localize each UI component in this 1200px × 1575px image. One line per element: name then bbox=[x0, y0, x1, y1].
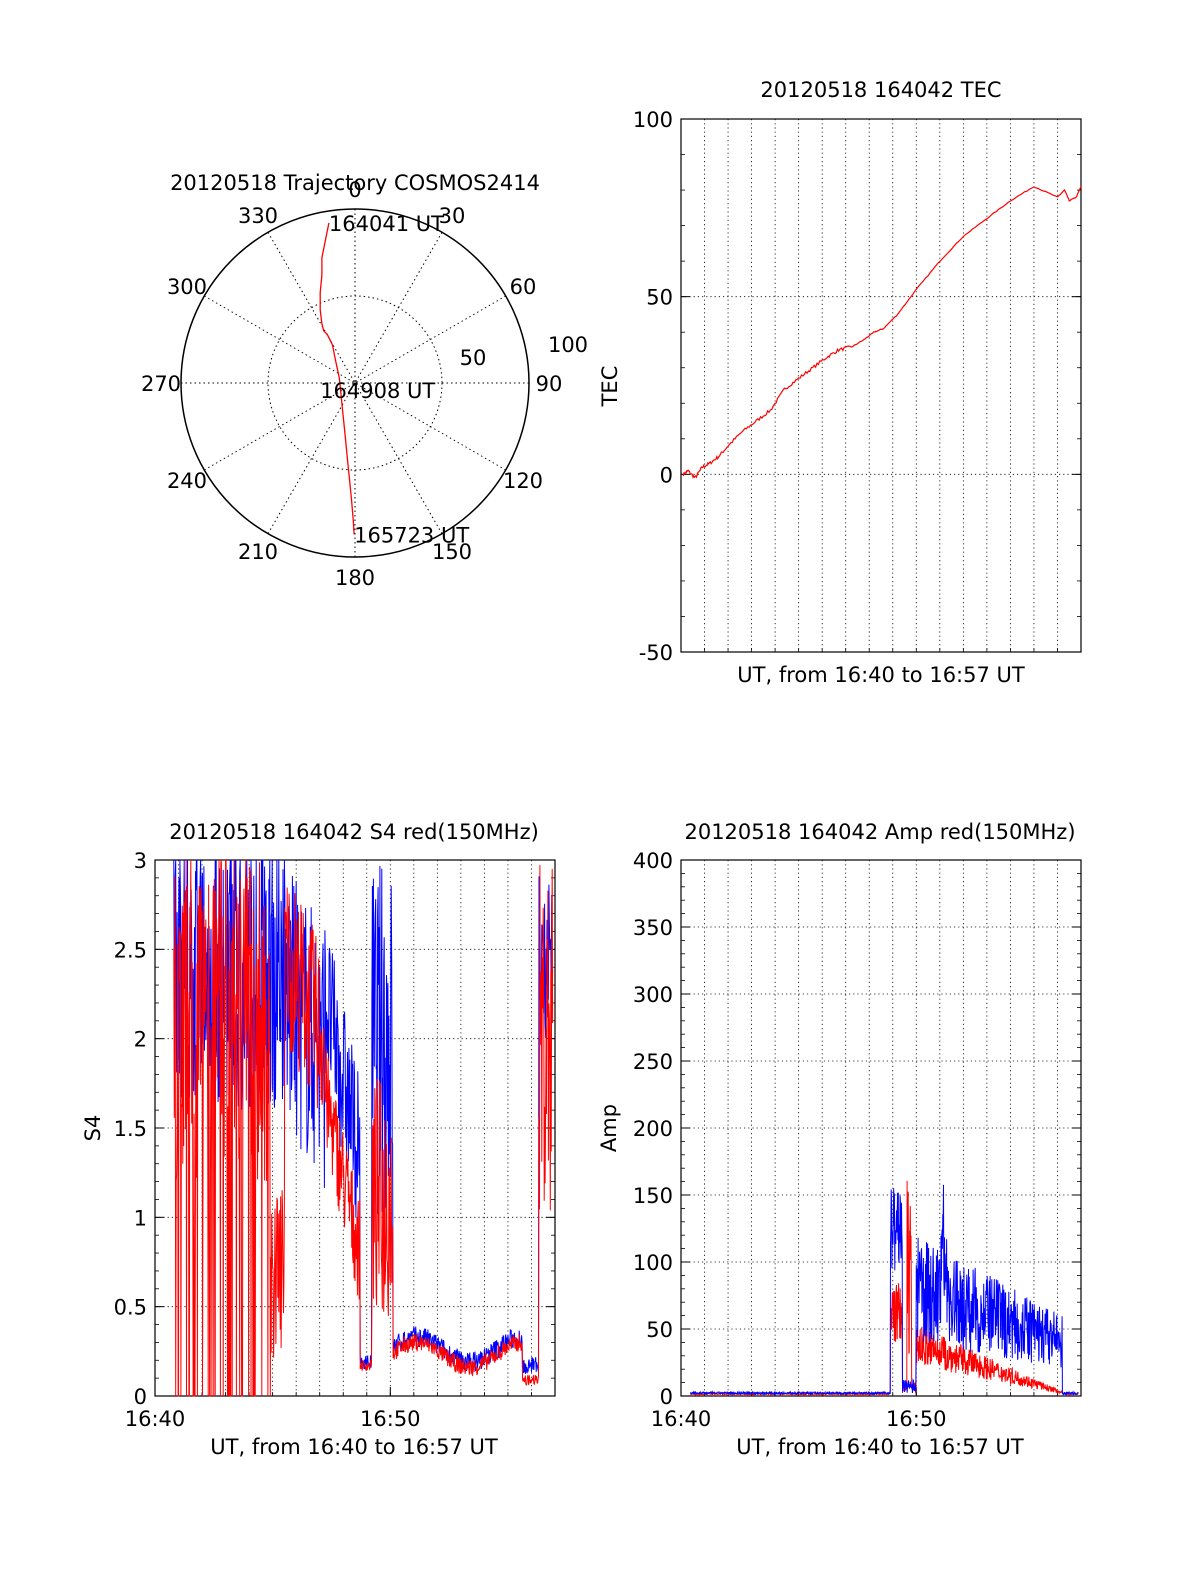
polar-angle-label: 210 bbox=[238, 540, 278, 564]
polar-angle-label: 120 bbox=[503, 469, 543, 493]
y-tick-label: 400 bbox=[633, 849, 673, 873]
y-tick-label: 0.5 bbox=[114, 1296, 147, 1320]
y-tick-label: 150 bbox=[633, 1184, 673, 1208]
polar-track bbox=[319, 222, 355, 535]
polar-angle-label: 330 bbox=[238, 204, 278, 228]
tec-xlabel: UT, from 16:40 to 16:57 UT bbox=[737, 663, 1025, 687]
y-tick-label: 3 bbox=[134, 849, 147, 873]
amp-xlabel: UT, from 16:40 to 16:57 UT bbox=[736, 1435, 1024, 1459]
y-tick-label: 1 bbox=[134, 1206, 147, 1230]
y-tick-label: 2 bbox=[134, 1028, 147, 1052]
y-tick-label: 0 bbox=[660, 1385, 673, 1409]
amp-panel: 20120518 164042 Amp red(150MHz) UT, from… bbox=[597, 820, 1082, 1459]
polar-angle-label: 300 bbox=[167, 275, 207, 299]
y-tick-label: 350 bbox=[633, 916, 673, 940]
y-tick-label: 2.5 bbox=[114, 938, 147, 962]
x-tick-label: 16:40 bbox=[125, 1407, 186, 1431]
tec-ylabel: TEC bbox=[598, 366, 622, 408]
y-tick-label: 300 bbox=[633, 983, 673, 1007]
tec-body-frame bbox=[680, 118, 1082, 653]
y-tick-label: -50 bbox=[639, 641, 673, 665]
s4-plot: 3 2.5 2 1.5 1 0.5 016:40 16:50 bbox=[114, 849, 556, 1431]
y-tick-label: 100 bbox=[633, 108, 673, 132]
polar-angle-label: 30 bbox=[439, 204, 466, 228]
y-tick-label: 0 bbox=[134, 1385, 147, 1409]
polar-angle-label: 270 bbox=[141, 372, 181, 396]
polar-panel: 20120518 Trajectory COSMOS2414 0 30 60 90 12… bbox=[141, 171, 588, 590]
polar-track-label: 164041 UT bbox=[329, 212, 444, 236]
polar-angle-label: 90 bbox=[536, 372, 563, 396]
amp-title: 20120518 164042 Amp red(150MHz) bbox=[684, 820, 1075, 844]
y-tick-label: 100 bbox=[633, 1251, 673, 1275]
polar-angle-label: 0 bbox=[348, 178, 361, 202]
y-tick-label: 50 bbox=[646, 1318, 673, 1342]
tec-plot: 100 50 0 -50 bbox=[633, 108, 1082, 665]
polar-angle-label: 240 bbox=[167, 469, 207, 493]
s4-ylabel: S4 bbox=[81, 1115, 105, 1142]
polar-track-label: 164908 UT bbox=[320, 379, 435, 403]
y-tick-label: 0 bbox=[660, 463, 673, 487]
y-tick-label: 1.5 bbox=[114, 1117, 147, 1141]
polar-track-label: 165723 UT bbox=[354, 523, 469, 547]
polar-radius-label: 100 bbox=[548, 333, 588, 357]
amp-plot: 400 350 300 250 200 150 100 50 016:40 16:50 bbox=[633, 849, 1082, 1431]
x-tick-label: 16:50 bbox=[886, 1407, 947, 1431]
x-tick-label: 16:40 bbox=[651, 1407, 712, 1431]
tec-series-line bbox=[682, 186, 1082, 479]
s4-series-red bbox=[173, 858, 554, 1397]
polar-angle-label: 60 bbox=[510, 275, 537, 299]
x-tick-label: 16:50 bbox=[360, 1407, 421, 1431]
polar-angle-label: 180 bbox=[335, 566, 375, 590]
s4-panel: 20120518 164042 S4 red(150MHz) UT, from … bbox=[81, 820, 556, 1459]
tec-title: 20120518 164042 TEC bbox=[760, 78, 1001, 102]
polar-title: 20120518 Trajectory COSMOS2414 bbox=[170, 171, 540, 195]
y-tick-label: 50 bbox=[646, 286, 673, 310]
s4-xlabel: UT, from 16:40 to 16:57 UT bbox=[210, 1435, 498, 1459]
polar-angle-label: 150 bbox=[432, 540, 472, 564]
y-tick-label: 200 bbox=[633, 1117, 673, 1141]
polar-plot: 0 30 60 90 120 150 180 210 240 270 300 330 50 100 1640… bbox=[141, 178, 588, 590]
amp-series-blue bbox=[689, 1184, 1079, 1397]
s4-title: 20120518 164042 S4 red(150MHz) bbox=[169, 820, 539, 844]
y-tick-label: 250 bbox=[633, 1050, 673, 1074]
polar-radius-label: 50 bbox=[460, 346, 487, 370]
tec-panel: 20120518 164042 TEC UT, from 16:40 to 16… bbox=[598, 78, 1082, 687]
amp-ylabel: Amp bbox=[597, 1104, 621, 1152]
amp-series-red bbox=[690, 1180, 1079, 1397]
